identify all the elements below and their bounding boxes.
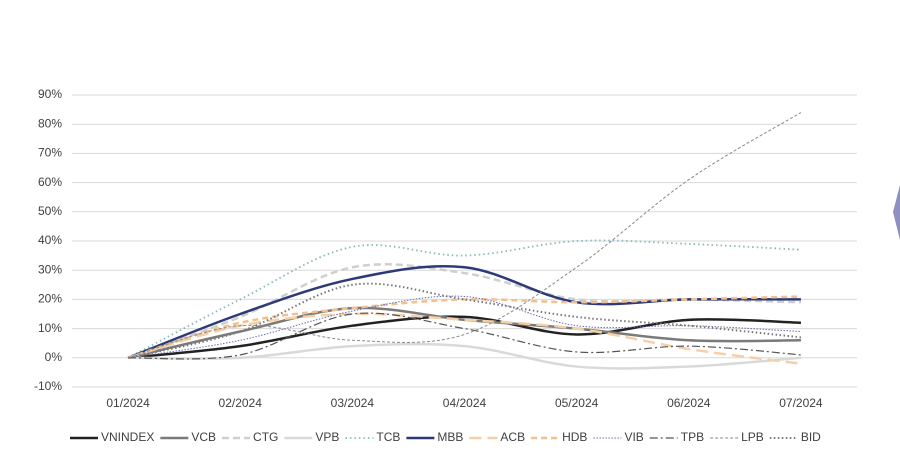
- legend-label: MBB: [437, 430, 463, 444]
- legend-label: VIB: [624, 430, 643, 444]
- y-tick-label: 50%: [38, 204, 62, 218]
- y-tick-label: 20%: [38, 292, 62, 306]
- series-line: [128, 342, 802, 370]
- legend-label: VPB: [315, 430, 339, 444]
- y-tick-label: 40%: [38, 233, 62, 247]
- series-line: [128, 312, 801, 360]
- y-tick-label: 10%: [38, 321, 62, 335]
- y-tick-label: 70%: [38, 146, 62, 160]
- x-tick-label: 06/2024: [667, 396, 711, 410]
- y-tick-label: 0%: [45, 350, 63, 364]
- series-line: [127, 239, 801, 359]
- legend-label: CTG: [253, 430, 278, 444]
- series-line: [127, 263, 801, 359]
- legend-label: VCB: [191, 430, 216, 444]
- y-tick-label: -10%: [34, 379, 62, 393]
- y-tick-label: 30%: [38, 262, 62, 276]
- legend-label: HDB: [562, 430, 587, 444]
- legend-label: TPB: [681, 430, 704, 444]
- side-decoration: [893, 185, 900, 240]
- legend-label: BID: [801, 430, 821, 444]
- legend-label: LPB: [741, 430, 764, 444]
- series-line: [127, 264, 801, 359]
- series-line: [127, 295, 801, 359]
- series-line: [127, 112, 802, 359]
- x-tick-label: 04/2024: [443, 396, 487, 410]
- series-line: [127, 306, 801, 360]
- x-tick-label: 03/2024: [331, 396, 375, 410]
- y-tick-label: 60%: [38, 175, 62, 189]
- x-tick-label: 01/2024: [106, 396, 150, 410]
- x-tick-label: 05/2024: [555, 396, 599, 410]
- x-tick-label: 02/2024: [219, 396, 263, 410]
- legend-label: ACB: [500, 430, 525, 444]
- x-tick-label: 07/2024: [779, 396, 823, 410]
- y-tick-label: 80%: [38, 116, 62, 130]
- legend-label: VNINDEX: [101, 430, 154, 444]
- y-tick-label: 90%: [38, 87, 62, 101]
- series-line: [127, 282, 802, 359]
- series-line: [127, 315, 801, 360]
- legend-label: TCB: [376, 430, 400, 444]
